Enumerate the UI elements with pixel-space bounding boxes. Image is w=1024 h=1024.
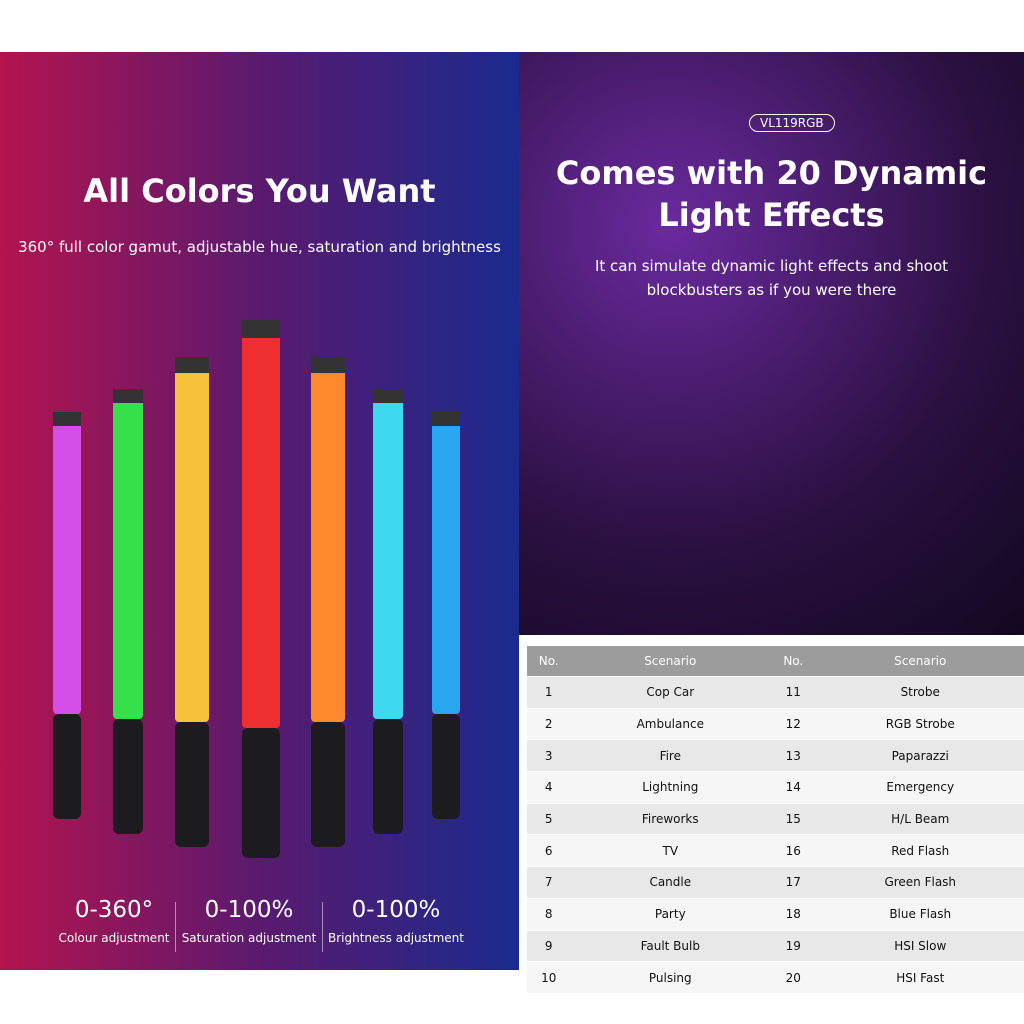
table-cell: 4 [527, 772, 571, 803]
table-cell: 17 [770, 867, 817, 898]
separator [175, 902, 176, 952]
header-cell: Scenario [570, 646, 771, 676]
table-cell: Fire [570, 740, 771, 772]
table-cell: Fireworks [570, 803, 771, 835]
model-badge: VL119RGB [749, 114, 835, 132]
table-cell: 15 [770, 803, 817, 835]
table-cell: 2 [527, 708, 571, 740]
table-cell: Cop Car [570, 677, 771, 708]
light-tubes [53, 320, 460, 858]
table-cell: Fault Bulb [570, 930, 771, 962]
table-cell: HSI Fast [816, 962, 1024, 993]
subtitle-line: blockbusters as if you were there [646, 281, 897, 299]
table-row: 6 TV 16 Red Flash [527, 835, 1024, 867]
table-cell: 10 [527, 962, 571, 993]
header-cell: Scenario [816, 646, 1024, 676]
stat-label: Saturation adjustment [181, 931, 317, 945]
table-cell: 13 [770, 740, 817, 772]
table-cell: 19 [770, 930, 817, 962]
table-row: 4 Lightning 14 Emergency [527, 772, 1024, 803]
table-row: 7 Candle 17 Green Flash [527, 867, 1024, 898]
subtitle: It can simulate dynamic light effects an… [519, 254, 1024, 302]
table-cell: Ambulance [570, 708, 771, 740]
title: Comes with 20 Dynamic Light Effects [519, 152, 1024, 236]
separator [322, 902, 323, 952]
header-row: No. Scenario No. Scenario [527, 646, 1024, 676]
effects-panel: VL119RGB Comes with 20 Dynamic Light Effe… [519, 52, 1024, 635]
table-cell: Party [570, 898, 771, 930]
table-cell: RGB Strobe [816, 708, 1024, 740]
table-cell: 20 [770, 962, 817, 993]
effects-table: No. Scenario No. Scenario 1 Cop Car 11 Strobe 2 A… [527, 645, 1024, 994]
table-cell: Red Flash [816, 835, 1024, 867]
table-cell: 12 [770, 708, 817, 740]
stat: 0-360° Colour adjustment [44, 897, 184, 945]
table-cell: Pulsing [570, 962, 771, 993]
table-cell: 8 [527, 898, 571, 930]
stat-value: 0-100% [351, 897, 441, 923]
stat: 0-100% Saturation adjustment [179, 897, 319, 945]
stat: 0-100% Brightness adjustment [326, 897, 466, 945]
table-row: 3 Fire 13 Paparazzi [527, 740, 1024, 772]
header-cell: No. [770, 646, 817, 676]
table-cell: 6 [527, 835, 571, 867]
table-cell: 5 [527, 803, 571, 835]
table-row: 1 Cop Car 11 Strobe [527, 677, 1024, 708]
subtitle-line: It can simulate dynamic light effects an… [594, 257, 949, 275]
table-cell: 9 [527, 930, 571, 962]
table-cell: HSI Slow [816, 930, 1024, 962]
table-cell: Green Flash [816, 867, 1024, 898]
subtitle: 360° full color gamut, adjustable hue, s… [18, 238, 501, 256]
table-row: 5 Fireworks 15 H/L Beam [527, 803, 1024, 835]
table-cell: Lightning [570, 772, 771, 803]
table-cell: Strobe [816, 677, 1024, 708]
header-cell: No. [527, 646, 571, 676]
table-cell: TV [570, 835, 771, 867]
table-cell: 1 [527, 677, 571, 708]
table-cell: Paparazzi [816, 740, 1024, 772]
table-row: 2 Ambulance 12 RGB Strobe [527, 708, 1024, 740]
table-row: 10 Pulsing 20 HSI Fast [527, 962, 1024, 993]
table-cell: 11 [770, 677, 817, 708]
table-cell: 3 [527, 740, 571, 772]
table-cell: Emergency [816, 772, 1024, 803]
colors-panel: All Colors You Want 360° full color gamu… [0, 52, 519, 970]
table-row: 9 Fault Bulb 19 HSI Slow [527, 930, 1024, 962]
stat-label: Colour adjustment [58, 931, 170, 945]
stat-value: 0-360° [74, 897, 154, 923]
title: All Colors You Want [83, 172, 436, 210]
title-line: Comes with 20 Dynamic [555, 154, 988, 192]
table-cell: H/L Beam [816, 803, 1024, 835]
table-cell: 7 [527, 867, 571, 898]
table-cell: Blue Flash [816, 898, 1024, 930]
table-cell: 16 [770, 835, 817, 867]
table-cell: 14 [770, 772, 817, 803]
tubes [53, 320, 460, 858]
stat-label: Brightness adjustment [328, 931, 464, 945]
table-row: 8 Party 18 Blue Flash [527, 898, 1024, 930]
table-cell: 18 [770, 898, 817, 930]
title-line: Light Effects [658, 196, 885, 234]
stat-value: 0-100% [204, 897, 294, 923]
table-cell: Candle [570, 867, 771, 898]
